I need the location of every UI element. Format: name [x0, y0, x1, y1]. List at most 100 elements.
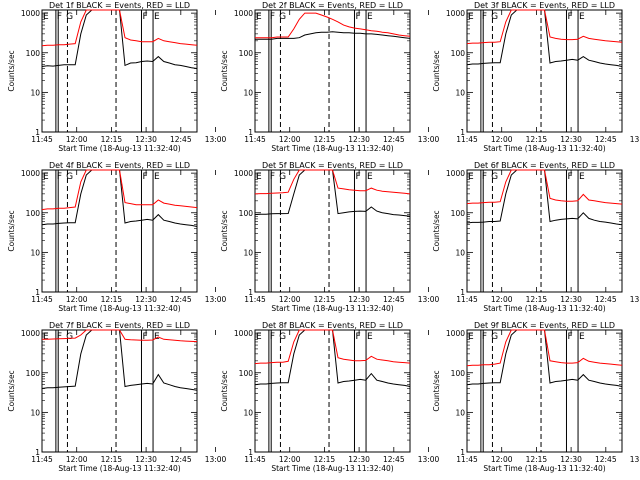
- x-tick-label: 12:45: [170, 295, 192, 304]
- x-tick-label: 11:45: [456, 455, 478, 464]
- panel-title: Det 9f BLACK = Events, RED = LLD: [474, 321, 615, 330]
- x-axis-label: Start Time (18-Aug-13 11:32:40): [271, 144, 393, 153]
- x-tick-label: 12:15: [314, 295, 336, 304]
- interval-marker-E: E: [367, 332, 373, 342]
- panel-title: Det 3f BLACK = Events, RED = LLD: [474, 1, 615, 10]
- y-tick-label: 1000: [234, 329, 253, 338]
- y-axis-label: Counts/sec: [220, 210, 229, 251]
- interval-marker-E: E: [43, 12, 49, 22]
- x-tick-label: 13:00: [630, 455, 640, 464]
- y-tick-label: 1000: [446, 169, 465, 178]
- x-tick-label: 12:30: [135, 295, 157, 304]
- interval-marker-E: E: [468, 172, 474, 182]
- interval-marker-F: F: [567, 332, 572, 342]
- y-tick-label: 1000: [21, 9, 40, 18]
- x-tick-label: 12:00: [66, 135, 88, 144]
- interval-marker-F: F: [270, 172, 275, 182]
- x-tick-label: 13:00: [630, 295, 640, 304]
- y-tick-label: 1000: [446, 329, 465, 338]
- plot-frame: [466, 329, 623, 453]
- interval-marker-E: E: [43, 172, 49, 182]
- panel-3: Det 3f BLACK = Events, RED = LLD 1 10 100 10…: [432, 1, 640, 153]
- panel-title: Det 4f BLACK = Events, RED = LLD: [49, 161, 190, 170]
- x-tick-label: 12:30: [135, 455, 157, 464]
- interval-marker-G: G: [279, 172, 286, 182]
- plot-frame: [41, 9, 198, 133]
- y-tick-label: 1000: [446, 9, 465, 18]
- interval-marker-F: F: [270, 332, 275, 342]
- series-lld: [255, 12, 411, 39]
- interval-marker-E: E: [256, 172, 262, 182]
- y-tick-label: 1: [460, 128, 465, 137]
- x-tick-label: 12:00: [66, 455, 88, 464]
- x-tick-label: 11:45: [244, 455, 266, 464]
- interval-marker-E: E: [154, 332, 160, 342]
- y-tick-label: 1: [248, 288, 253, 297]
- x-tick-label: 12:30: [348, 455, 370, 464]
- panel-5: Det 5f BLACK = Events, RED = LLD 1 10 100 10…: [220, 161, 440, 313]
- x-axis-label: Start Time (18-Aug-13 11:32:40): [58, 304, 180, 313]
- y-axis-label: Counts/sec: [220, 370, 229, 411]
- y-tick-label: 100: [451, 369, 466, 378]
- x-tick-label: 12:45: [383, 135, 405, 144]
- interval-marker-F: F: [57, 172, 62, 182]
- x-axis-label: Start Time (18-Aug-13 11:32:40): [58, 464, 180, 473]
- y-tick-label: 1: [35, 448, 40, 457]
- y-tick-label: 1: [248, 128, 253, 137]
- interval-marker-E: E: [367, 172, 373, 182]
- x-tick-label: 12:30: [560, 135, 582, 144]
- x-axis-label: Start Time (18-Aug-13 11:32:40): [58, 144, 180, 153]
- y-tick-label: 1000: [21, 329, 40, 338]
- x-tick-label: 12:15: [101, 455, 123, 464]
- interval-marker-E: E: [468, 332, 474, 342]
- x-tick-label: 12:45: [595, 455, 617, 464]
- x-tick-label: 12:00: [491, 135, 513, 144]
- y-tick-label: 10: [243, 408, 253, 417]
- x-tick-label: 12:15: [526, 295, 548, 304]
- series-lld: [254, 169, 411, 195]
- interval-marker-E: E: [367, 12, 373, 22]
- x-tick-label: 13:00: [418, 295, 440, 304]
- panel-6: Det 6f BLACK = Events, RED = LLD 1 10 100 10…: [432, 161, 640, 313]
- x-tick-label: 12:00: [279, 135, 301, 144]
- x-tick-label: 13:00: [205, 455, 227, 464]
- x-tick-label: 13:00: [418, 135, 440, 144]
- x-tick-label: 12:30: [348, 295, 370, 304]
- interval-marker-G: G: [279, 12, 286, 22]
- x-tick-label: 12:00: [491, 295, 513, 304]
- y-tick-label: 100: [26, 369, 41, 378]
- interval-marker-F: F: [567, 12, 572, 22]
- x-tick-label: 11:45: [244, 135, 266, 144]
- panel-title: Det 7f BLACK = Events, RED = LLD: [49, 321, 190, 330]
- y-tick-label: 10: [30, 88, 40, 97]
- y-tick-label: 100: [451, 49, 466, 58]
- y-tick-label: 10: [243, 88, 253, 97]
- y-tick-label: 100: [26, 49, 41, 58]
- interval-marker-F: F: [355, 12, 360, 22]
- x-tick-label: 12:00: [279, 455, 301, 464]
- y-tick-label: 10: [455, 248, 465, 257]
- y-tick-label: 1000: [234, 169, 253, 178]
- x-tick-label: 12:30: [135, 135, 157, 144]
- panel-1: Det 1f BLACK = Events, RED = LLD 1 10 100 10…: [7, 1, 227, 153]
- x-tick-label: 12:15: [526, 455, 548, 464]
- y-axis-label: Counts/sec: [432, 210, 441, 251]
- interval-marker-G: G: [66, 332, 73, 342]
- y-tick-label: 1: [35, 128, 40, 137]
- interval-marker-E: E: [154, 12, 160, 22]
- panel-title: Det 2f BLACK = Events, RED = LLD: [262, 1, 403, 10]
- panel-9: Det 9f BLACK = Events, RED = LLD 1 10 100 10…: [432, 321, 640, 473]
- interval-marker-F: F: [270, 12, 275, 22]
- plot-frame: [466, 169, 623, 293]
- y-tick-label: 100: [26, 209, 41, 218]
- y-tick-label: 100: [451, 209, 466, 218]
- x-tick-label: 12:45: [170, 455, 192, 464]
- series-lld: [466, 169, 623, 205]
- plot-frame: [41, 169, 198, 293]
- y-tick-label: 1000: [21, 169, 40, 178]
- interval-marker-E: E: [256, 332, 262, 342]
- x-tick-label: 12:30: [560, 455, 582, 464]
- y-axis-label: Counts/sec: [432, 370, 441, 411]
- interval-marker-F: F: [567, 172, 572, 182]
